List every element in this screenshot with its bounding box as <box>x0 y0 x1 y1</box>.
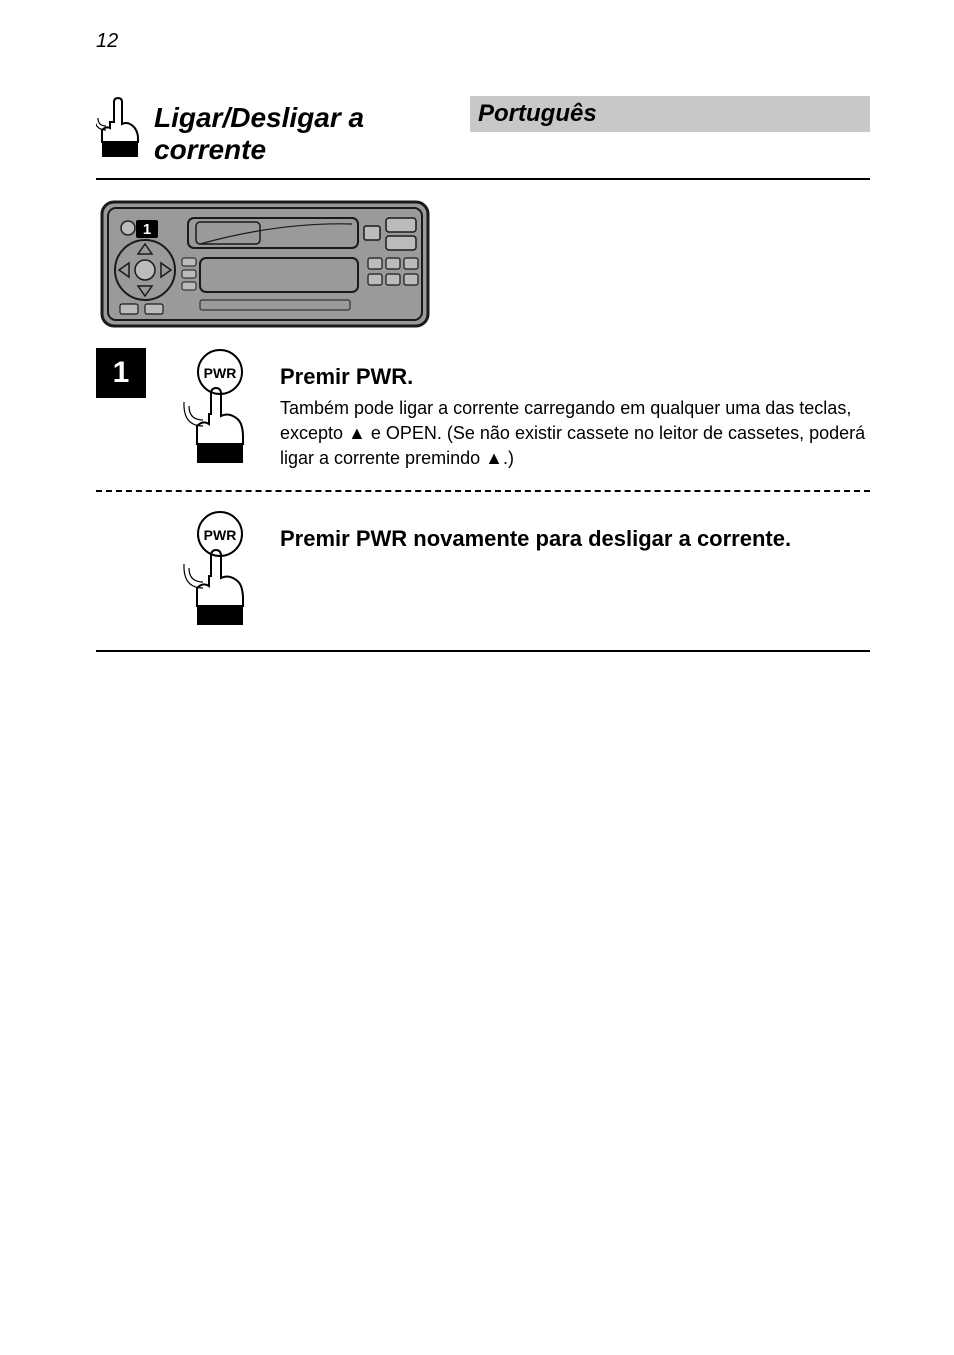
eject-icon: ▲ <box>348 423 366 443</box>
svg-text:PWR: PWR <box>204 527 237 543</box>
step-2-title: Premir PWR novamente para desligar a cor… <box>280 526 870 552</box>
eject-icon: ▲ <box>485 448 503 468</box>
svg-text:PWR: PWR <box>204 365 237 381</box>
language-label: Português <box>470 96 870 132</box>
press-button-icon: PWR <box>160 510 280 638</box>
step-1-number: 1 <box>96 348 146 398</box>
svg-text:1: 1 <box>143 221 151 238</box>
step-2-row: PWR Premir PWR novamente para desligar a… <box>160 510 870 638</box>
page-number: 12 <box>96 30 118 53</box>
page-title: Ligar/Desligar a corrente <box>154 102 454 166</box>
hand-press-icon <box>96 96 144 160</box>
divider-dashed <box>96 490 870 492</box>
divider-bottom <box>96 650 870 652</box>
step-2-title-strong: PWR <box>356 526 407 551</box>
step-1-row: PWR Premir PWR. Também pode ligar a corr… <box>160 348 870 476</box>
step-1-body-after: e OPEN. (Se não existir cassete no leito… <box>280 423 865 468</box>
car-stereo-illustration: 1 <box>100 200 430 328</box>
step-2-title-suffix: novamente para desligar a corrente. <box>407 526 791 551</box>
step-1-title: Premir PWR. <box>280 364 870 390</box>
step-1-body: Também pode ligar a corrente carregando … <box>280 396 870 472</box>
press-button-icon: PWR <box>160 348 280 476</box>
divider-top <box>96 178 870 180</box>
step-2-title-prefix: Premir <box>280 526 356 551</box>
page-header: Ligar/Desligar a corrente Português <box>96 96 870 166</box>
step-1-body-after2: .) <box>503 448 514 468</box>
